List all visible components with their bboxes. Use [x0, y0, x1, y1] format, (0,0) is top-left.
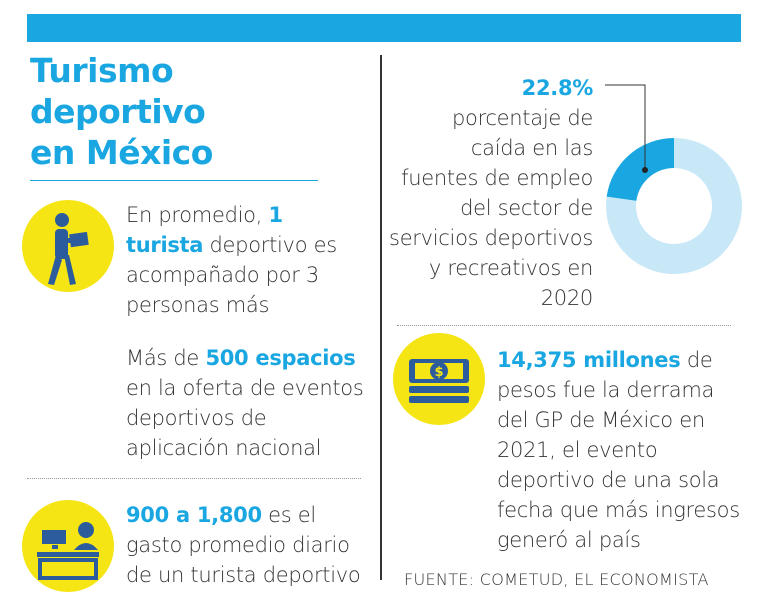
source-note: FUENTE: COMETUD, EL ECONOMISTA: [404, 570, 709, 589]
column-divider: [380, 55, 382, 580]
divider: [397, 325, 731, 326]
leader-dot: [642, 167, 648, 173]
text-line: fuentes de empleo: [401, 166, 593, 190]
donut-segment-drop: [606, 138, 674, 201]
divider: [27, 478, 361, 479]
stat-tourist-companions: En promedio, 1 turista deportivo es acom…: [126, 203, 337, 317]
text-line: servicios deportivos: [389, 226, 593, 250]
title-line: deportivo: [30, 92, 206, 131]
reception-desk-icon: [22, 500, 114, 592]
text-line: y recreativos en: [428, 256, 593, 280]
stat-sports-spaces: Más de 500 espacios en la oferta de even…: [126, 346, 364, 460]
page-title: Turismo deportivo en México: [30, 50, 213, 173]
stat-gp-revenue: 14,375 millones de pesos fue la derrama …: [497, 348, 740, 552]
text-line: caída en las: [470, 136, 593, 160]
title-line: Turismo: [30, 51, 174, 90]
text-line: del sector de: [460, 196, 593, 220]
svg-text:$: $: [434, 365, 443, 380]
walking-tourist-icon: [22, 200, 114, 292]
top-banner: [27, 14, 741, 42]
donut-chart: [605, 84, 742, 274]
leader-line: [605, 84, 646, 170]
stat-daily-spending: 900 a 1,800 es el gasto promedio diario …: [126, 503, 361, 587]
stat-employment-drop: 22.8% porcentaje de caída en las fuentes…: [380, 73, 593, 313]
money-stack-icon: $: [393, 333, 485, 425]
text-line: 2020: [540, 286, 594, 310]
text-line: porcentaje de: [451, 106, 593, 130]
title-underline: [30, 180, 318, 181]
donut-segment-rest: [606, 138, 742, 274]
stat-percentage: 22.8%: [521, 76, 594, 100]
title-line: en México: [30, 133, 213, 172]
